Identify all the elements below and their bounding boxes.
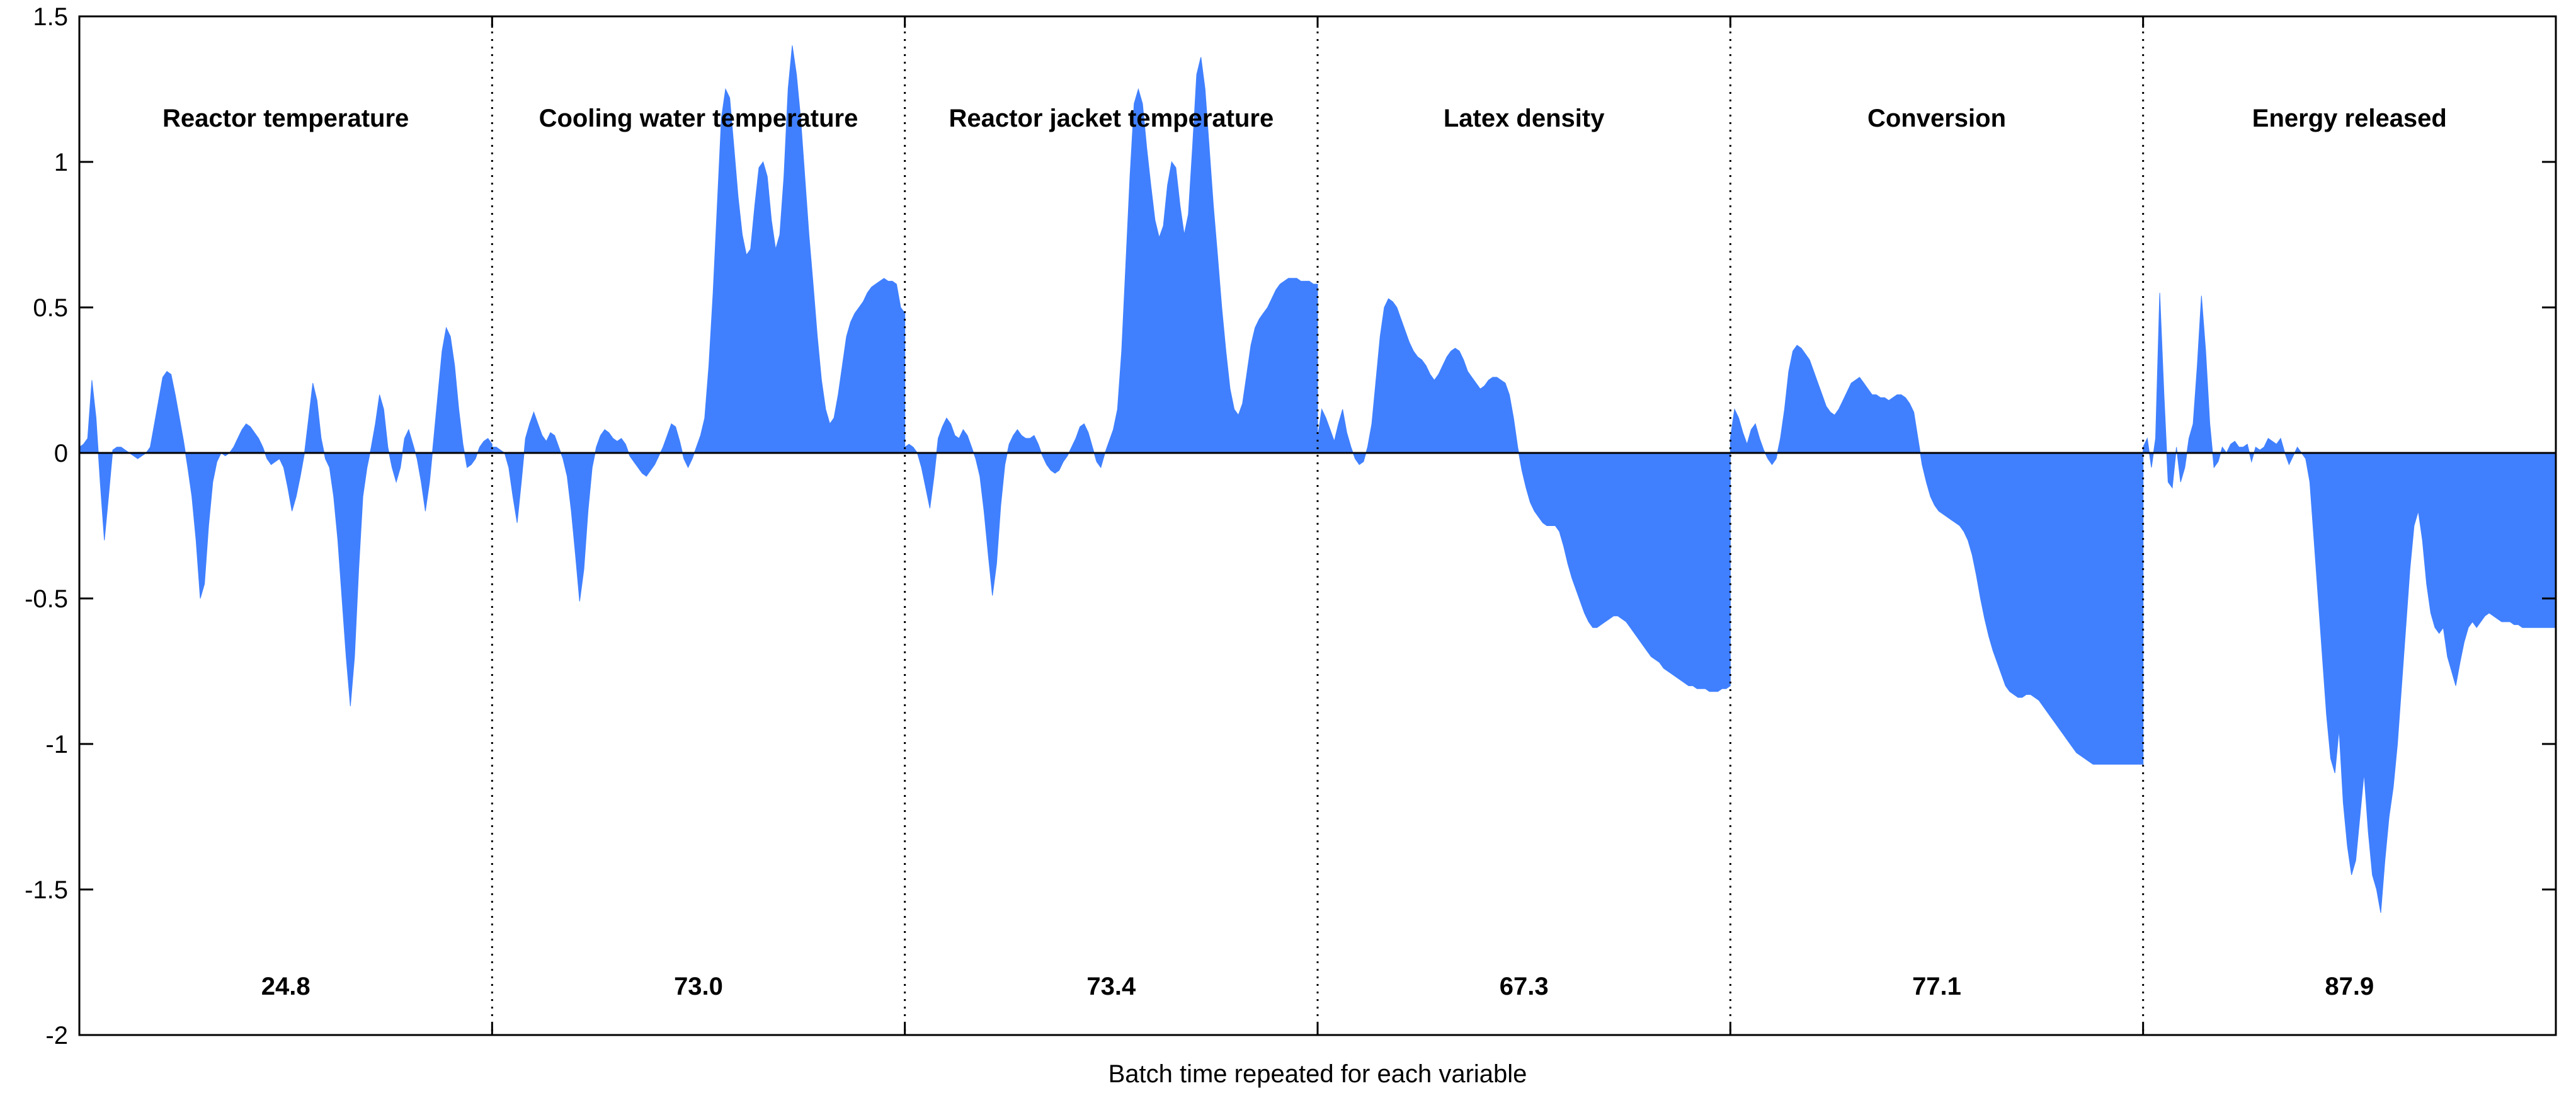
y-tick-label-4: 0 (54, 440, 68, 467)
area-series-3 (904, 57, 1318, 596)
panel-title-6: Energy released (2252, 105, 2447, 132)
panel-stats: 24.8 73.0 73.4 67.3 77.1 87.9 (261, 973, 2374, 1000)
y-tick-label-6: -1 (45, 731, 68, 758)
y-tick-label-5: -0.5 (25, 585, 68, 613)
area-series-group (79, 45, 2556, 913)
x-axis-title: Batch time repeated for each variable (1108, 1060, 1527, 1088)
panel-titles: Reactor temperature Cooling water tempera… (162, 105, 2447, 132)
panel-stat-6: 87.9 (2325, 973, 2374, 1000)
x-axis-ticks (491, 16, 2145, 1035)
panel-stat-3: 73.4 (1086, 973, 1136, 1000)
panel-stat-5: 77.1 (1912, 973, 1961, 1000)
area-series-6 (2143, 292, 2556, 913)
panel-stat-2: 73.0 (674, 973, 723, 1000)
y-axis-ticks: 1.5 1 0.5 0 -0.5 -1 -1.5 -2 (25, 3, 2556, 1049)
panel-title-4: Latex density (1444, 105, 1605, 132)
y-tick-label-7: -1.5 (25, 876, 68, 904)
panel-stat-1: 24.8 (261, 973, 311, 1000)
panel-title-5: Conversion (1867, 105, 2006, 132)
y-tick-label-8: -2 (45, 1022, 68, 1049)
panel-title-2: Cooling water temperature (539, 105, 858, 132)
area-series-4 (1317, 298, 1731, 692)
y-tick-label-2: 1 (54, 149, 68, 176)
area-series-2 (491, 45, 906, 602)
area-series-5 (1730, 345, 2144, 765)
y-tick-label-3: 0.5 (33, 294, 68, 322)
panel-title-1: Reactor temperature (162, 105, 409, 132)
panel-title-3: Reactor jacket temperature (949, 105, 1274, 132)
panel-stat-4: 67.3 (1500, 973, 1549, 1000)
y-tick-label-1: 1.5 (33, 3, 68, 31)
